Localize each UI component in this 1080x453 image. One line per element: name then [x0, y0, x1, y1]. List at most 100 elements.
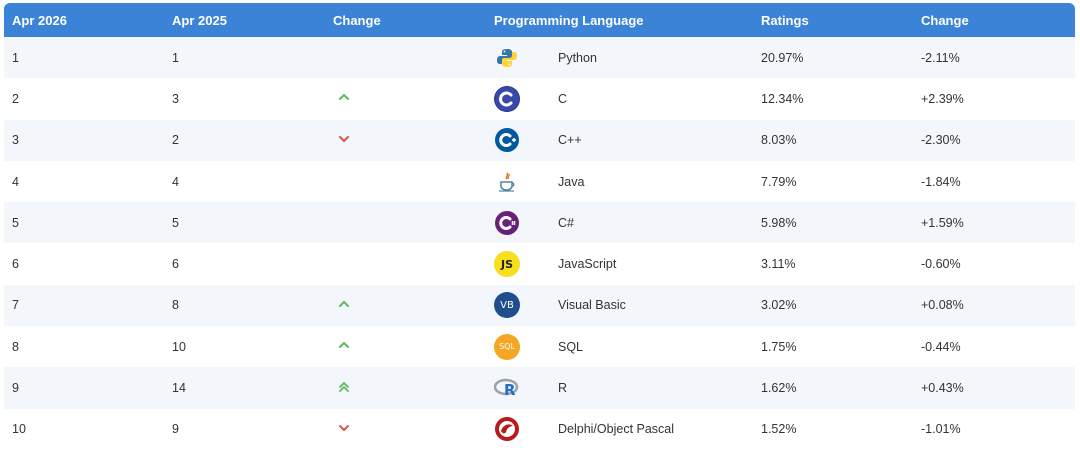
- language-cell: C++: [486, 120, 753, 161]
- chevron-up-icon: [339, 94, 349, 101]
- rating-cell: 1.62%: [761, 381, 797, 396]
- python-icon: [494, 45, 520, 71]
- table-row: 2 3 C 12.34%: [4, 78, 1075, 120]
- rating-change-cell: -1.84%: [921, 174, 961, 189]
- language-cell: R R: [486, 367, 753, 408]
- rating-cell: 12.34%: [761, 91, 804, 106]
- language-cell: C#: [486, 202, 753, 243]
- rank-2026-cell: 2: [12, 91, 19, 106]
- rank-2025-cell: 5: [172, 215, 179, 230]
- rating-cell: 20.97%: [761, 50, 804, 65]
- table-row: 7 8 VB Visual Basic 3.02% +0.08%: [4, 284, 1075, 327]
- language-cell: Delphi/Object Pascal: [486, 409, 753, 450]
- header-change[interactable]: Change: [333, 12, 381, 28]
- table-row: 9 14 R R 1.62%: [4, 367, 1075, 409]
- table-row: 4 4 Java: [4, 160, 1075, 203]
- header-programming-language[interactable]: Programming Language: [494, 12, 644, 28]
- rank-2026-cell: 6: [12, 257, 19, 272]
- rank-2026-cell: 5: [12, 215, 19, 230]
- trend-cell: [325, 37, 486, 78]
- trend-cell: [325, 326, 486, 367]
- chevron-up-icon: [339, 300, 349, 307]
- rank-2026-cell: 8: [12, 339, 19, 354]
- rank-2026-cell: 7: [12, 298, 19, 313]
- java-icon: [494, 169, 520, 195]
- rating-cell: 1.52%: [761, 422, 797, 437]
- language-cell: C: [486, 78, 753, 119]
- c-icon: [494, 85, 520, 112]
- header-row: Apr 2026 Apr 2025 Change Programming Lan…: [4, 3, 1075, 37]
- rank-2026-cell: 4: [12, 174, 19, 189]
- r-icon: R: [494, 375, 520, 401]
- language-name[interactable]: C++: [558, 133, 582, 148]
- table-row: 6 6 JS JavaScript 3.11% -0.60%: [4, 243, 1075, 285]
- table-row: 3 2 C++: [4, 119, 1075, 161]
- language-name[interactable]: Java: [558, 174, 585, 189]
- sql-logo-text: SQL: [499, 342, 515, 352]
- rank-2025-cell: 4: [172, 174, 179, 189]
- table-row: 10 9 Delphi/Object Pasca: [4, 408, 1075, 450]
- table-row: 8 10 SQL SQL 1.75% -0.44%: [4, 326, 1075, 368]
- rating-change-cell: -2.11%: [921, 50, 960, 65]
- rating-cell: 3.02%: [761, 298, 797, 313]
- ranking-table-container: Apr 2026 Apr 2025 Change Programming Lan…: [4, 3, 1075, 450]
- rank-2026-cell: 10: [12, 422, 26, 437]
- language-cell: SQL SQL: [486, 326, 753, 367]
- table-body: 1 1 Python: [4, 37, 1075, 450]
- rating-change-cell: +0.43%: [921, 381, 964, 396]
- rating-change-cell: -0.44%: [921, 339, 961, 354]
- header-apr-2026[interactable]: Apr 2026: [12, 12, 67, 28]
- rank-2025-cell: 1: [172, 50, 179, 65]
- chevron-up-icon: [339, 342, 349, 349]
- csharp-icon: [494, 210, 520, 236]
- language-cell: Java: [486, 161, 753, 202]
- sql-icon: SQL: [494, 333, 520, 360]
- trend-cell: [325, 161, 486, 202]
- rating-change-cell: -0.60%: [921, 257, 961, 272]
- visual-basic-logo-text: VB: [500, 299, 514, 311]
- trend-cell: [325, 78, 486, 119]
- rank-2025-cell: 6: [172, 257, 179, 272]
- javascript-icon: JS: [494, 251, 520, 278]
- rating-cell: 5.98%: [761, 215, 797, 230]
- rank-2025-cell: 10: [172, 339, 186, 354]
- trend-cell: [325, 120, 486, 161]
- language-name[interactable]: Delphi/Object Pascal: [558, 422, 675, 437]
- language-name[interactable]: SQL: [558, 339, 584, 354]
- header-ratings[interactable]: Ratings: [761, 12, 809, 28]
- language-name[interactable]: C: [558, 91, 568, 106]
- language-cell: VB Visual Basic: [486, 285, 753, 326]
- rating-cell: 1.75%: [761, 339, 797, 354]
- language-cell: Python: [486, 37, 753, 78]
- table-row: 5 5 C# 5.98%: [4, 202, 1075, 244]
- table-row: 1 1 Python: [4, 37, 1075, 79]
- rating-cell: 7.79%: [761, 174, 797, 189]
- table-header: Apr 2026 Apr 2025 Change Programming Lan…: [4, 3, 1075, 37]
- rating-change-cell: +2.39%: [921, 91, 964, 106]
- language-name[interactable]: Python: [558, 50, 597, 65]
- r-logo-text: R: [504, 381, 516, 399]
- rating-change-cell: -1.01%: [921, 422, 961, 437]
- trend-cell: [325, 409, 486, 450]
- trend-cell: [325, 285, 486, 326]
- trend-cell: [325, 367, 486, 408]
- header-rating-change[interactable]: Change: [921, 12, 969, 28]
- language-name[interactable]: C#: [558, 215, 574, 230]
- header-apr-2025[interactable]: Apr 2025: [172, 12, 227, 28]
- language-ranking-table: Apr 2026 Apr 2025 Change Programming Lan…: [4, 3, 1075, 450]
- rank-2026-cell: 3: [12, 133, 19, 148]
- trend-cell: [325, 202, 486, 243]
- language-name[interactable]: R: [558, 381, 568, 396]
- rank-2025-cell: 8: [172, 298, 179, 313]
- rank-2025-cell: 9: [172, 422, 179, 437]
- rating-cell: 8.03%: [761, 133, 797, 148]
- chevron-down-icon: [339, 135, 349, 142]
- rating-change-cell: +0.08%: [921, 298, 964, 313]
- language-cell: JS JavaScript: [486, 243, 753, 284]
- language-name[interactable]: Visual Basic: [558, 298, 626, 313]
- visual-basic-icon: VB: [494, 292, 520, 319]
- javascript-logo-text: JS: [500, 257, 513, 271]
- delphi-icon: [494, 416, 520, 442]
- double-chevron-up-icon: [339, 381, 349, 392]
- language-name[interactable]: JavaScript: [558, 257, 617, 272]
